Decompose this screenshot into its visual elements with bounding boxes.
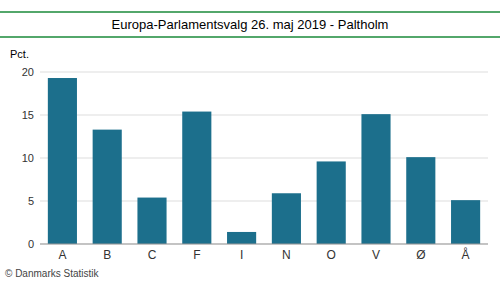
title-rule — [0, 36, 500, 38]
x-axis-line — [40, 244, 488, 245]
y-axis-label: Pct. — [10, 48, 29, 60]
x-tick-label: I — [240, 248, 243, 262]
bar — [93, 130, 122, 244]
bar — [451, 200, 480, 244]
bar — [137, 198, 166, 244]
y-tick-label: 0 — [28, 238, 34, 250]
x-tick-label: A — [58, 248, 66, 262]
footer: © Danmarks Statistik — [5, 268, 100, 279]
x-tick-label: B — [103, 248, 111, 262]
chart: Europa-Parlamentsvalg 26. maj 2019 - Pal… — [0, 0, 500, 282]
x-tick-label: F — [193, 248, 200, 262]
y-tick-label: 15 — [22, 109, 34, 121]
bar — [48, 78, 77, 244]
bar — [406, 157, 435, 244]
grid-line — [40, 244, 488, 245]
bars — [48, 78, 480, 244]
y-grid — [40, 72, 488, 244]
x-tick-label: O — [327, 248, 336, 262]
x-tick-label: Å — [462, 247, 470, 262]
x-tick-label: Ø — [416, 248, 425, 262]
y-tick-label: 5 — [28, 195, 34, 207]
x-tick-label: N — [282, 248, 291, 262]
y-tick-label: 20 — [22, 66, 34, 78]
title-rule — [0, 11, 500, 13]
bar — [272, 193, 301, 244]
bar — [182, 112, 211, 244]
bar — [361, 114, 390, 244]
y-tick-label: 10 — [22, 152, 34, 164]
x-tick-label: V — [372, 248, 380, 262]
bar — [317, 161, 346, 244]
grid-line — [40, 115, 488, 116]
grid-line — [40, 72, 488, 73]
bar — [227, 232, 256, 244]
chart-container: Europa-Parlamentsvalg 26. maj 2019 - Pal… — [0, 0, 500, 282]
title: Europa-Parlamentsvalg 26. maj 2019 - Pal… — [112, 17, 389, 32]
x-tick-label: C — [148, 248, 157, 262]
